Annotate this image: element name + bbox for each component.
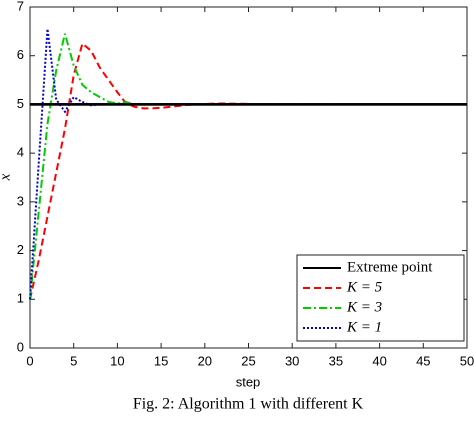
x-tick-label: 20 xyxy=(198,353,212,368)
x-tick-label: 0 xyxy=(26,353,33,368)
legend-label: K = 3 xyxy=(346,299,382,315)
x-tick-label: 5 xyxy=(70,353,77,368)
line xyxy=(29,33,467,300)
y-tick-label: 6 xyxy=(17,47,24,62)
y-tick-label: 0 xyxy=(17,339,24,354)
x-tick-label: 25 xyxy=(241,353,255,368)
legend-box xyxy=(296,254,465,342)
y-tick-label: 5 xyxy=(17,96,24,111)
y-tick-label: 7 xyxy=(17,0,24,13)
y-tick-label: 2 xyxy=(17,242,24,257)
legend-label: K = 5 xyxy=(346,279,383,295)
caption: Fig. 2: Algorithm 1 with different K xyxy=(133,396,364,413)
x-tick-label: 45 xyxy=(416,353,430,368)
x-tick-label: 50 xyxy=(460,353,474,368)
x-axis-label: step xyxy=(236,374,261,389)
x-tick-label: 10 xyxy=(110,353,124,368)
x-tick-label: 40 xyxy=(372,353,386,368)
y-tick-label: 1 xyxy=(17,291,24,306)
y-axis-label: x xyxy=(0,173,13,181)
y-tick-label: 4 xyxy=(17,145,24,160)
legend-label: Extreme point xyxy=(347,259,433,275)
legend-label: K = 1 xyxy=(346,319,382,335)
y-tick-label: 3 xyxy=(17,193,24,208)
x-tick-label: 15 xyxy=(154,353,168,368)
x-tick-label: 30 xyxy=(285,353,299,368)
x-tick-label: 35 xyxy=(329,353,343,368)
